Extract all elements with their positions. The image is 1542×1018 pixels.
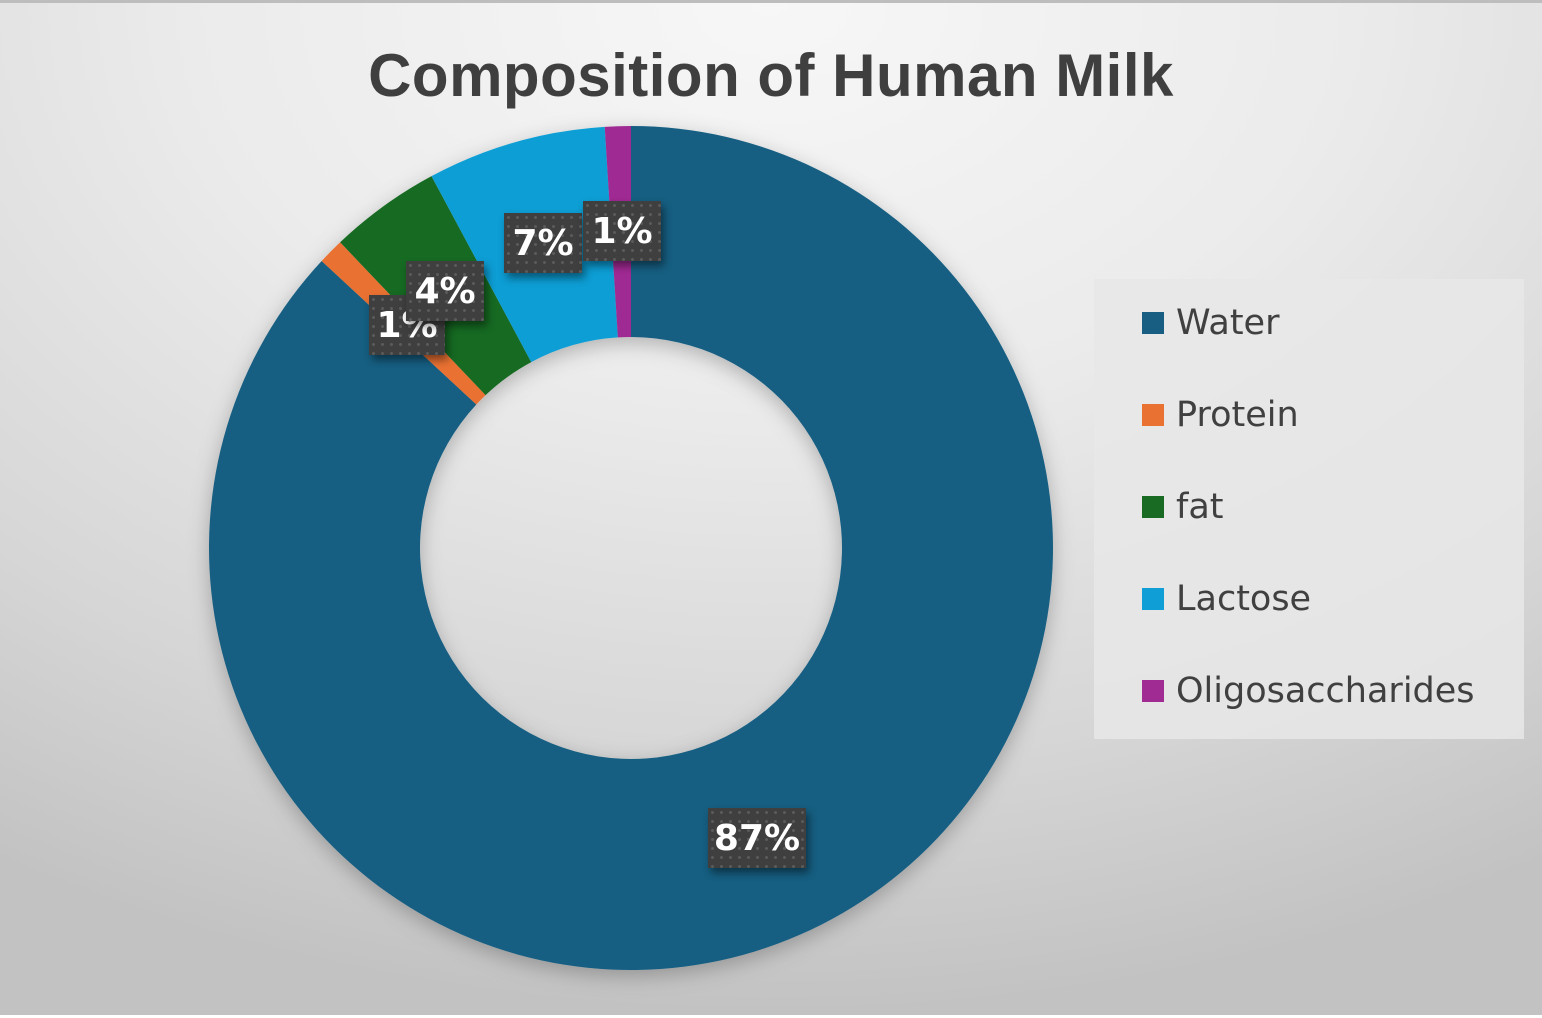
legend-item-oligosaccharides[interactable]: Oligosaccharides [1142, 671, 1475, 711]
legend-item-protein[interactable]: Protein [1142, 395, 1299, 435]
legend-label: Water [1176, 303, 1280, 343]
data-label-water: 87% [708, 808, 806, 868]
legend-swatch-oligosaccharides [1142, 680, 1164, 702]
chart-title: Composition of Human Milk [368, 42, 1174, 109]
legend-swatch-protein [1142, 404, 1164, 426]
legend-label: Protein [1176, 395, 1299, 435]
donut-segment-water[interactable] [209, 126, 1054, 970]
legend-label: Lactose [1176, 579, 1312, 619]
legend-label: fat [1176, 487, 1224, 527]
legend-swatch-fat [1142, 496, 1164, 518]
data-label-oligosaccharides: 1% [583, 201, 661, 261]
data-label-lactose: 7% [504, 213, 582, 273]
legend-item-water[interactable]: Water [1142, 303, 1279, 343]
data-label-fat: 4% [406, 261, 484, 321]
legend: Water Protein fat Lactose Oligosaccharid… [1094, 279, 1524, 739]
legend-swatch-water [1142, 312, 1164, 334]
legend-item-fat[interactable]: fat [1142, 487, 1224, 527]
legend-item-lactose[interactable]: Lactose [1142, 579, 1311, 619]
legend-swatch-lactose [1142, 588, 1164, 610]
legend-label: Oligosaccharides [1176, 671, 1475, 711]
